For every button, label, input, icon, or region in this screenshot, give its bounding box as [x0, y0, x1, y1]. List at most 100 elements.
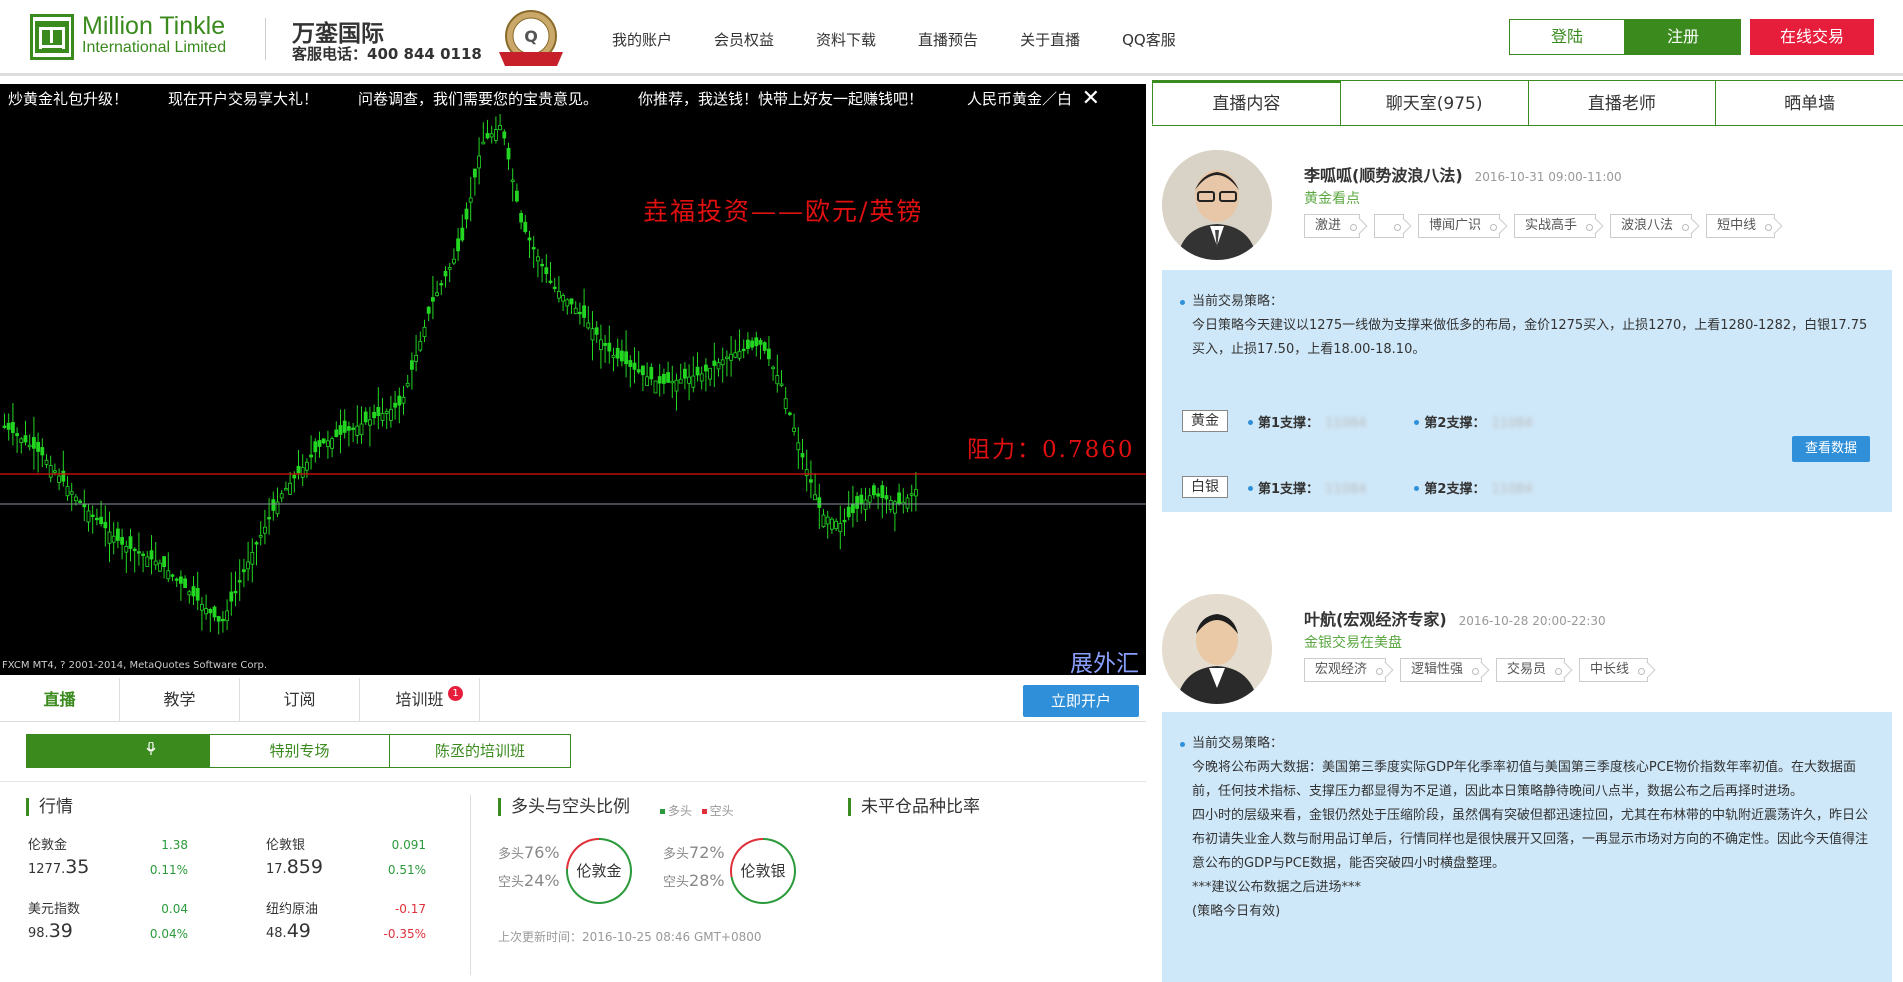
candle-body	[183, 578, 188, 588]
ticker-item[interactable]: 问卷调查，我们需要您的宝贵意见。	[358, 90, 599, 108]
candle-body	[519, 213, 523, 223]
candle-body	[527, 237, 532, 241]
nav-downloads[interactable]: 资料下载	[816, 31, 877, 49]
candle-body	[86, 510, 91, 523]
support-1: 第1支撑： 11084	[1248, 478, 1396, 497]
candle-body	[792, 427, 796, 432]
tab-live-content[interactable]: 直播内容	[1152, 80, 1341, 125]
candlestick-chart	[0, 109, 1146, 635]
candle-body	[846, 506, 851, 518]
candle-body	[544, 267, 549, 274]
candle-body	[309, 454, 314, 458]
nav-my-account[interactable]: 我的账户	[612, 31, 673, 49]
candle-body	[128, 536, 133, 549]
quote-item[interactable]: 伦敦金 1277.35 1.38 0.11%	[28, 834, 188, 884]
candle-body	[359, 423, 364, 436]
ticker-item[interactable]: 人民币黄金／白	[956, 84, 1072, 114]
candle-body	[897, 492, 901, 504]
candle-body	[704, 364, 708, 372]
silver-ratio-text: 多头72% 空头28%	[663, 840, 725, 896]
candle-body	[838, 522, 843, 533]
tab-subscribe[interactable]: 订阅	[240, 678, 360, 722]
tab-live-teachers[interactable]: 直播老师	[1527, 80, 1717, 125]
candle-body	[737, 350, 742, 359]
candle-body	[880, 485, 885, 499]
tab-teaching[interactable]: 教学	[120, 678, 240, 722]
tab-order-wall[interactable]: 晒单墙	[1715, 80, 1903, 125]
online-trade-button[interactable]: 在线交易	[1750, 19, 1874, 55]
live-panel-tabs: 直播内容 聊天室(975) 直播老师 晒单墙	[1152, 80, 1903, 126]
quote-item[interactable]: 伦敦银 17.859 0.091 0.51%	[266, 834, 426, 884]
tab-training[interactable]: 培训班 1	[360, 678, 480, 722]
candle-body	[229, 591, 234, 602]
candle-body	[48, 465, 53, 478]
candle-body	[435, 292, 440, 296]
candle-body	[573, 307, 578, 314]
avatar[interactable]	[1162, 594, 1272, 704]
candle-body	[233, 590, 238, 594]
subtab-special[interactable]: 特别专场	[210, 735, 390, 767]
candle-body	[666, 372, 670, 383]
close-icon[interactable]: ✕	[1081, 86, 1100, 111]
quote-percent: 0.51%	[387, 863, 426, 877]
candle-body	[624, 351, 628, 365]
open-account-button[interactable]: 立即开户	[1023, 685, 1139, 717]
avatar[interactable]	[1162, 150, 1272, 260]
support-2-label: 第2支撑：	[1424, 481, 1486, 497]
candle-body	[603, 343, 607, 346]
strategy-text: (策略今日有效)	[1192, 904, 1281, 919]
login-button[interactable]: 登陆	[1509, 19, 1625, 55]
candle-body	[451, 258, 456, 264]
ticker-item[interactable]: 你推荐，我送钱！快带上好友一起赚钱吧！	[638, 90, 924, 108]
nav-qq-service[interactable]: QQ客服	[1122, 31, 1176, 49]
ticker-item[interactable]: 现在开户交易享大礼！	[168, 90, 319, 108]
candle-body	[599, 339, 603, 351]
subtab-chen-training[interactable]: 陈丞的培训班	[434, 742, 525, 760]
candle-body	[796, 442, 801, 451]
quote-item[interactable]: 美元指数 98.39 0.04 0.04%	[28, 898, 188, 948]
candle-body	[783, 398, 788, 409]
nav-live-preview[interactable]: 直播预告	[918, 31, 979, 49]
view-data-button[interactable]: 查看数据	[1792, 436, 1870, 462]
candle-body	[195, 588, 200, 601]
live-time: 2016-10-28 20:00-22:30	[1458, 614, 1606, 628]
tab-live[interactable]: 直播	[0, 678, 120, 722]
candle-body	[279, 493, 284, 499]
candle-body	[788, 412, 792, 415]
quote-item[interactable]: 纽约原油 48.49 -0.17 -0.35%	[266, 898, 426, 948]
candle-body	[409, 360, 414, 370]
candle-body	[678, 378, 683, 384]
legend-short: 空头	[709, 804, 734, 818]
nav-about-live[interactable]: 关于直播	[1020, 31, 1081, 49]
candle-body	[27, 444, 32, 448]
subtab-live-hall-label: 直播大厅	[80, 742, 142, 760]
long-label: 多头	[663, 847, 690, 862]
logo[interactable]: Million Tinkle International Limited	[30, 14, 226, 60]
metal-label: 黄金	[1182, 410, 1228, 432]
candle-body	[241, 569, 246, 573]
tab-chat-room[interactable]: 聊天室(975)	[1339, 80, 1529, 125]
candle-body	[620, 350, 624, 362]
candle-body	[300, 467, 305, 478]
live-time: 2016-10-31 09:00-11:00	[1474, 170, 1622, 184]
candle-body	[208, 609, 213, 614]
candle-body	[905, 497, 910, 509]
tag: 实战高手	[1514, 214, 1597, 238]
gold-ratio-text: 多头76% 空头24%	[498, 840, 560, 896]
candle-body	[262, 526, 267, 534]
support-2-label: 第2支撑：	[1424, 415, 1486, 431]
candle-body	[670, 380, 675, 384]
candle-body	[552, 286, 557, 290]
teacher-name: 李呱呱(顺势波浪八法) 2016-10-31 09:00-11:00	[1304, 162, 1622, 186]
candle-body	[325, 440, 330, 447]
quote-name: 美元指数	[28, 902, 81, 917]
nav-member-benefits[interactable]: 会员权益	[714, 31, 775, 49]
quote-percent: 0.04%	[149, 927, 188, 941]
teacher-subtitle: 金银交易在美盘	[1304, 635, 1402, 651]
candle-body	[708, 367, 712, 380]
ticker-item[interactable]: 炒黄金礼包升级！	[8, 90, 129, 108]
register-button[interactable]: 注册	[1625, 19, 1741, 55]
strategy-heading: 当前交易策略：	[1180, 732, 1874, 756]
candle-body	[380, 413, 385, 421]
subtab-live-hall[interactable]: 直播大厅	[27, 735, 210, 767]
